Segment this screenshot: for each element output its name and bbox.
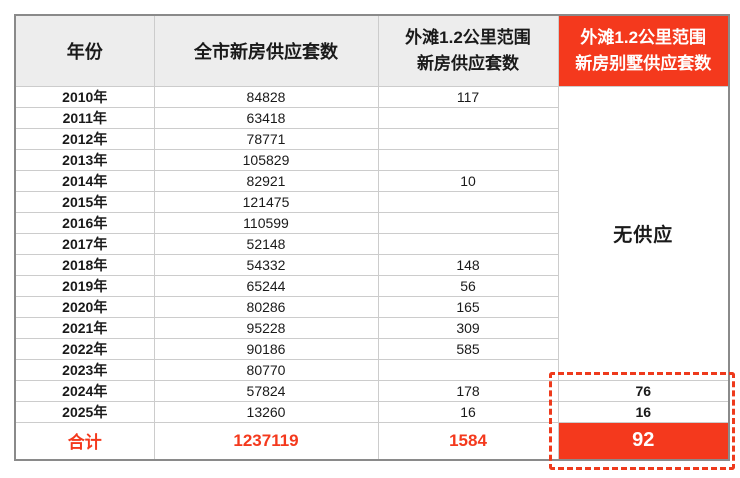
citywide-cell: 110599 xyxy=(153,211,379,234)
year-cell: 2023年 xyxy=(14,358,155,381)
year-cell: 2021年 xyxy=(14,316,155,339)
year-cell: 2020年 xyxy=(14,295,155,318)
year-cell: 2010年 xyxy=(14,85,155,108)
villa-no-supply-cell: 无供应 xyxy=(557,85,730,381)
total-citywide: 1237119 xyxy=(153,421,379,461)
table-row: 2025年 13260 16 16 xyxy=(14,400,730,423)
table-row: 2020年 80286 165 xyxy=(14,295,729,318)
housing-supply-table: 年份 全市新房供应套数 外滩1.2公里范围 新房供应套数 外滩1.2公里范围 新… xyxy=(14,14,730,461)
bund-cell: 16 xyxy=(377,400,559,423)
villa-cell: 16 xyxy=(557,400,730,423)
header-bund: 外滩1.2公里范围 新房供应套数 xyxy=(377,14,559,87)
citywide-cell: 80286 xyxy=(153,295,379,318)
citywide-cell: 80770 xyxy=(153,358,379,381)
citywide-cell: 95228 xyxy=(153,316,379,339)
bund-cell xyxy=(377,232,559,255)
bund-cell: 585 xyxy=(377,337,559,360)
table-row: 2016年 110599 xyxy=(14,211,729,234)
citywide-cell: 57824 xyxy=(153,379,379,402)
citywide-cell: 63418 xyxy=(153,106,379,129)
bund-cell: 178 xyxy=(377,379,559,402)
header-villa-line1: 外滩1.2公里范围 xyxy=(580,27,707,47)
bund-cell xyxy=(377,190,559,213)
total-row: 合计 1237119 1584 92 xyxy=(14,421,730,461)
bund-cell: 56 xyxy=(377,274,559,297)
year-cell: 2018年 xyxy=(14,253,155,276)
bund-cell: 148 xyxy=(377,253,559,276)
year-cell: 2019年 xyxy=(14,274,155,297)
table-row: 2019年 65244 56 xyxy=(14,274,729,297)
header-villa: 外滩1.2公里范围 新房别墅供应套数 xyxy=(557,14,730,87)
table-row: 2017年 52148 xyxy=(14,232,729,255)
citywide-cell: 105829 xyxy=(153,148,379,171)
year-cell: 2013年 xyxy=(14,148,155,171)
citywide-cell: 84828 xyxy=(153,85,379,108)
table-row: 2023年 80770 xyxy=(14,358,729,381)
header-bund-line2: 新房供应套数 xyxy=(417,53,519,73)
table-row: 2010年 84828 117 无供应 xyxy=(14,85,730,381)
year-cell: 2011年 xyxy=(14,106,155,129)
total-bund: 1584 xyxy=(377,421,559,461)
table-row: 2021年 95228 309 xyxy=(14,316,729,339)
citywide-cell: 121475 xyxy=(153,190,379,213)
citywide-cell: 65244 xyxy=(153,274,379,297)
citywide-cell: 52148 xyxy=(153,232,379,255)
villa-cell: 76 xyxy=(557,379,730,402)
table-row: 2018年 54332 148 xyxy=(14,253,729,276)
total-label: 合计 xyxy=(14,421,155,461)
header-bund-line1: 外滩1.2公里范围 xyxy=(405,27,531,47)
bund-cell: 309 xyxy=(377,316,559,339)
bund-cell: 165 xyxy=(377,295,559,318)
year-cell: 2015年 xyxy=(14,190,155,213)
bund-cell xyxy=(377,127,559,150)
year-cell: 2024年 xyxy=(14,379,155,402)
header-row: 年份 全市新房供应套数 外滩1.2公里范围 新房供应套数 外滩1.2公里范围 新… xyxy=(14,14,730,87)
table-row: 2024年 57824 178 76 xyxy=(14,379,730,402)
citywide-cell: 78771 xyxy=(153,127,379,150)
citywide-cell: 90186 xyxy=(153,337,379,360)
bund-cell xyxy=(377,106,559,129)
bund-cell xyxy=(377,148,559,171)
citywide-cell: 13260 xyxy=(153,400,379,423)
bund-cell xyxy=(377,358,559,381)
year-cell: 2014年 xyxy=(14,169,155,192)
total-villa: 92 xyxy=(557,421,730,461)
table-row: 2022年 90186 585 xyxy=(14,337,729,360)
header-villa-line2: 新房别墅供应套数 xyxy=(575,53,712,73)
year-cell: 2025年 xyxy=(14,400,155,423)
citywide-cell: 82921 xyxy=(153,169,379,192)
header-year: 年份 xyxy=(14,14,155,87)
year-cell: 2017年 xyxy=(14,232,155,255)
bund-cell xyxy=(377,211,559,234)
bund-cell: 10 xyxy=(377,169,559,192)
year-cell: 2012年 xyxy=(14,127,155,150)
year-cell: 2016年 xyxy=(14,211,155,234)
citywide-cell: 54332 xyxy=(153,253,379,276)
bund-cell: 117 xyxy=(377,85,559,108)
header-citywide: 全市新房供应套数 xyxy=(153,14,379,87)
table-row: 2012年 78771 xyxy=(14,127,729,150)
year-cell: 2022年 xyxy=(14,337,155,360)
